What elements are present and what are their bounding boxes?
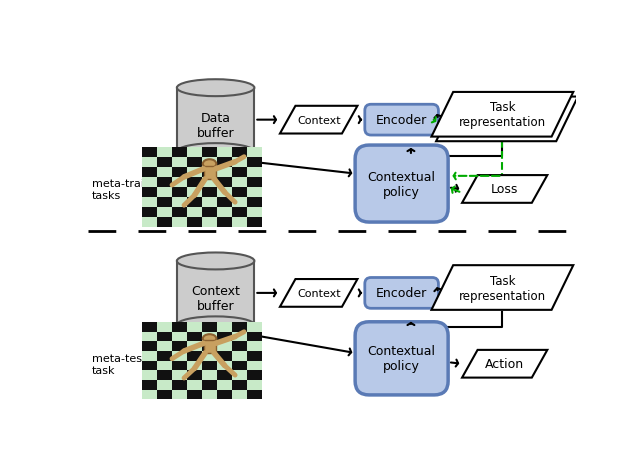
Polygon shape <box>462 176 547 203</box>
Ellipse shape <box>177 144 254 161</box>
Text: meta-train
tasks: meta-train tasks <box>92 179 151 200</box>
FancyBboxPatch shape <box>355 322 448 395</box>
Text: Contextual
policy: Contextual policy <box>367 170 436 198</box>
Ellipse shape <box>177 80 254 97</box>
Text: Context
buffer: Context buffer <box>191 285 240 312</box>
Text: Contextual
policy: Contextual policy <box>367 345 436 373</box>
Text: Context: Context <box>297 115 340 125</box>
Text: meta-test
task: meta-test task <box>92 353 146 375</box>
Polygon shape <box>431 93 573 137</box>
Text: Encoder: Encoder <box>376 114 428 127</box>
Ellipse shape <box>177 317 254 334</box>
Bar <box>177 89 254 152</box>
Polygon shape <box>280 280 358 307</box>
Text: Action: Action <box>485 358 524 370</box>
Text: Task
representation: Task representation <box>459 101 546 129</box>
Text: Loss: Loss <box>491 183 518 196</box>
Polygon shape <box>280 106 358 134</box>
Ellipse shape <box>177 253 254 270</box>
Text: Data
buffer: Data buffer <box>197 112 234 140</box>
Polygon shape <box>462 350 547 378</box>
Text: Context: Context <box>297 288 340 298</box>
FancyBboxPatch shape <box>355 146 448 223</box>
Text: Task
representation: Task representation <box>459 274 546 302</box>
Bar <box>177 261 254 325</box>
Polygon shape <box>436 97 578 142</box>
Text: Encoder: Encoder <box>376 287 428 300</box>
FancyBboxPatch shape <box>365 105 438 136</box>
FancyBboxPatch shape <box>365 278 438 308</box>
Polygon shape <box>431 266 573 310</box>
